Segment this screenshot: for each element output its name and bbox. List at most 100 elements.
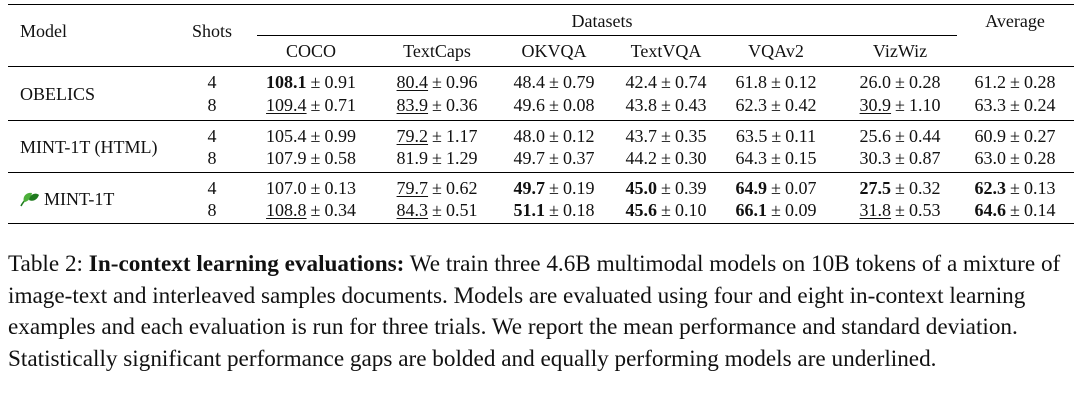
plus-minus: ± bbox=[771, 148, 781, 168]
table-cell: 45.0 ±0.39 bbox=[626, 177, 707, 199]
cell-mean: 49.6 bbox=[513, 95, 546, 115]
cell-stddev: 1.10 bbox=[908, 95, 941, 115]
cell-mean: 60.9 bbox=[974, 126, 1007, 146]
table-cell: 62.3 ±0.13 bbox=[975, 177, 1056, 199]
plus-minus: ± bbox=[1010, 148, 1020, 168]
cell-stddev: 1.29 bbox=[445, 148, 478, 168]
column-header: COCO bbox=[285, 41, 337, 61]
plus-minus: ± bbox=[895, 72, 905, 92]
cell-mean: 107.0 bbox=[266, 178, 307, 198]
column-header: OKVQA bbox=[521, 41, 587, 61]
table-cell: 64.9 ±0.07 bbox=[736, 177, 817, 199]
cell-stddev: 0.27 bbox=[1023, 126, 1056, 146]
shots-value: 4 bbox=[207, 126, 217, 146]
plus-minus: ± bbox=[549, 200, 559, 220]
cell-mean: 84.3 bbox=[396, 200, 429, 220]
mint-leaf-icon bbox=[20, 192, 39, 207]
cell-mean: 30.9 bbox=[859, 95, 892, 115]
cell-mean: 61.2 bbox=[974, 72, 1007, 92]
table-cell: 27.5 ±0.32 bbox=[860, 177, 941, 199]
plus-minus: ± bbox=[549, 178, 559, 198]
plus-minus: ± bbox=[310, 200, 321, 220]
table-cell: 81.9 ±1.29 bbox=[397, 147, 478, 169]
model-name-text: OBELICS bbox=[20, 84, 96, 104]
cell-stddev: 0.91 bbox=[324, 72, 356, 92]
cell-stddev: 0.10 bbox=[674, 200, 707, 220]
plus-minus: ± bbox=[432, 72, 442, 92]
plus-minus: ± bbox=[1010, 178, 1020, 198]
group-rule-1 bbox=[8, 120, 1074, 121]
table-cell: 107.0 ±0.13 bbox=[266, 177, 356, 199]
cell-stddev: 0.39 bbox=[674, 178, 707, 198]
table-cell: 107.9 ±0.58 bbox=[266, 147, 356, 169]
plus-minus: ± bbox=[895, 148, 905, 168]
header-rule bbox=[8, 66, 1074, 67]
cell-stddev: 0.42 bbox=[784, 95, 817, 115]
table-cell: 26.0 ±0.28 bbox=[860, 71, 941, 93]
cell-mean: 81.9 bbox=[396, 148, 429, 168]
model-name-text: MINT-1T bbox=[44, 189, 115, 209]
datasets-header: Datasets bbox=[571, 11, 633, 31]
cell-mean: 62.3 bbox=[974, 178, 1007, 198]
cell-stddev: 0.24 bbox=[1023, 95, 1056, 115]
cell-mean: 26.0 bbox=[859, 72, 892, 92]
group-rule-2 bbox=[8, 172, 1074, 173]
plus-minus: ± bbox=[1010, 200, 1020, 220]
cell-stddev: 0.30 bbox=[674, 148, 707, 168]
cell-stddev: 0.44 bbox=[908, 126, 941, 146]
plus-minus: ± bbox=[661, 200, 671, 220]
cell-stddev: 0.62 bbox=[445, 178, 478, 198]
cell-mean: 83.9 bbox=[396, 95, 429, 115]
table-cell: 108.8 ±0.34 bbox=[266, 199, 356, 221]
average-header: Average bbox=[985, 11, 1045, 31]
table-cell: 48.0 ±0.12 bbox=[514, 125, 595, 147]
table-cell: 109.4 ±0.71 bbox=[266, 94, 356, 116]
table-cell: 42.4 ±0.74 bbox=[626, 71, 707, 93]
column-header: TextCaps bbox=[403, 41, 471, 61]
plus-minus: ± bbox=[771, 178, 781, 198]
plus-minus: ± bbox=[549, 126, 559, 146]
cell-mean: 80.4 bbox=[396, 72, 429, 92]
shots-value: 4 bbox=[207, 178, 217, 198]
cell-mean: 44.2 bbox=[625, 148, 658, 168]
plus-minus: ± bbox=[310, 178, 321, 198]
cell-stddev: 0.07 bbox=[784, 178, 817, 198]
plus-minus: ± bbox=[661, 148, 671, 168]
plus-minus: ± bbox=[661, 95, 671, 115]
table-cell: 49.6 ±0.08 bbox=[514, 94, 595, 116]
plus-minus: ± bbox=[771, 72, 781, 92]
cell-mean: 49.7 bbox=[513, 148, 546, 168]
cell-stddev: 0.13 bbox=[324, 178, 356, 198]
shots-value: 4 bbox=[207, 72, 217, 92]
table-cell: 31.8 ±0.53 bbox=[860, 199, 941, 221]
cell-stddev: 0.96 bbox=[445, 72, 478, 92]
plus-minus: ± bbox=[895, 95, 905, 115]
cell-mean: 45.6 bbox=[625, 200, 658, 220]
table-cell: 79.7 ±0.62 bbox=[397, 177, 478, 199]
shots-value: 8 bbox=[207, 200, 217, 220]
cell-mean: 66.1 bbox=[735, 200, 768, 220]
plus-minus: ± bbox=[895, 126, 905, 146]
cell-mean: 64.9 bbox=[735, 178, 768, 198]
table-cell: 64.3 ±0.15 bbox=[736, 147, 817, 169]
table-cell: 60.9 ±0.27 bbox=[975, 125, 1056, 147]
model-name: MINT-1T bbox=[20, 188, 114, 210]
table-cell: 83.9 ±0.36 bbox=[397, 94, 478, 116]
cell-stddev: 0.13 bbox=[1023, 178, 1056, 198]
cell-stddev: 0.35 bbox=[674, 126, 707, 146]
model-header: Model bbox=[20, 21, 67, 41]
table-cell: 108.1 ±0.91 bbox=[266, 71, 356, 93]
cell-stddev: 0.34 bbox=[324, 200, 356, 220]
cell-stddev: 0.71 bbox=[324, 95, 356, 115]
cell-mean: 43.7 bbox=[625, 126, 658, 146]
table-cell: 49.7 ±0.19 bbox=[514, 177, 595, 199]
cell-stddev: 0.09 bbox=[784, 200, 817, 220]
plus-minus: ± bbox=[771, 126, 782, 146]
cell-stddev: 0.28 bbox=[1023, 148, 1056, 168]
table-cell: 64.6 ±0.14 bbox=[975, 199, 1056, 221]
cell-stddev: 0.12 bbox=[784, 72, 817, 92]
plus-minus: ± bbox=[432, 178, 442, 198]
cell-stddev: 0.28 bbox=[908, 72, 941, 92]
cell-mean: 27.5 bbox=[859, 178, 892, 198]
table-cell: 43.7 ±0.35 bbox=[626, 125, 707, 147]
